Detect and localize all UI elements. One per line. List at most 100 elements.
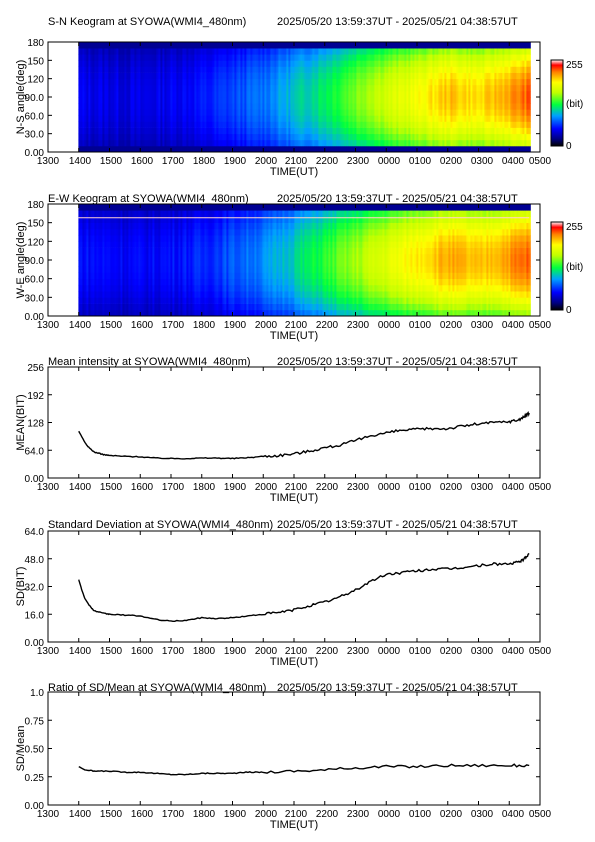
keogram-cell [386, 66, 389, 73]
keogram-cell [380, 145, 383, 153]
keogram-cell [400, 121, 403, 128]
keogram-cell [88, 42, 91, 49]
keogram-cell [448, 103, 451, 110]
keogram-cell [80, 278, 83, 286]
keogram-cell [186, 121, 189, 128]
keogram-column [342, 42, 345, 153]
keogram-cell [108, 291, 111, 298]
keogram-cell [86, 284, 89, 292]
keogram-cell [198, 90, 201, 98]
keogram-cell [404, 145, 407, 153]
keogram-cell [182, 66, 185, 73]
keogram-cell [454, 97, 457, 104]
keogram-cell [422, 72, 425, 80]
keogram-cell [450, 78, 453, 86]
keogram-column [290, 42, 293, 153]
keogram-cell [356, 127, 359, 135]
keogram-cell [104, 115, 107, 122]
keogram-cell [366, 145, 369, 153]
keogram-cell [276, 54, 279, 61]
keogram-cell [382, 66, 385, 73]
keogram-cell [398, 90, 401, 98]
keogram-cell [524, 60, 527, 67]
keogram-cell [314, 72, 317, 80]
keogram-cell [92, 241, 95, 248]
keogram-cell [144, 139, 147, 147]
keogram-cell [352, 121, 355, 128]
keogram-cell [388, 145, 391, 153]
keogram-cell [272, 84, 275, 92]
keogram-cell [110, 291, 113, 298]
keogram-cell [174, 97, 177, 104]
keogram-cell [342, 121, 345, 128]
keogram-cell [270, 48, 273, 55]
keogram-cell [280, 48, 283, 55]
keogram-cell [158, 145, 161, 153]
keogram-cell [294, 103, 297, 110]
keogram-cell [318, 103, 321, 110]
keogram-cell [426, 90, 429, 98]
keogram-cell [112, 247, 115, 255]
keogram-cell [334, 121, 337, 128]
keogram-cell [86, 97, 89, 104]
keogram-cell [398, 139, 401, 147]
keogram-cell [258, 72, 261, 80]
keogram-cell [232, 139, 235, 147]
keogram-cell [430, 48, 433, 55]
keogram-cell [372, 60, 375, 67]
keogram-cell [482, 133, 485, 141]
keogram-cell [292, 97, 295, 104]
keogram-cell [112, 72, 115, 80]
keogram-cell [398, 48, 401, 55]
keogram-cell [450, 115, 453, 122]
keogram-cell [460, 60, 463, 67]
keogram-column [310, 42, 313, 153]
keogram-cell [342, 139, 345, 147]
keogram-cell [114, 145, 117, 153]
keogram-cell [146, 145, 149, 153]
keogram-cell [80, 309, 83, 317]
keogram-cell [448, 54, 451, 61]
keogram-cell [200, 54, 203, 61]
keogram-cell [468, 97, 471, 104]
keogram-cell [302, 90, 305, 98]
keogram-cell [430, 133, 433, 141]
keogram-cell [88, 260, 91, 267]
keogram-cell [104, 228, 107, 236]
keogram-cell [194, 60, 197, 67]
keogram-cell [260, 72, 263, 80]
keogram-cell [178, 48, 181, 55]
keogram-cell [78, 103, 81, 110]
keogram-column [136, 42, 139, 153]
keogram-column [378, 42, 381, 153]
keogram-cell [472, 90, 475, 98]
keogram-cell [246, 127, 249, 135]
keogram-cell [274, 84, 277, 92]
keogram-cell [404, 78, 407, 86]
keogram-cell [344, 115, 347, 122]
keogram-cell [270, 42, 273, 49]
keogram-column [264, 42, 267, 153]
keogram-cell [454, 60, 457, 67]
y-tick-label: 0.00 [25, 148, 45, 159]
keogram-cell [502, 66, 505, 73]
keogram-cell [444, 66, 447, 73]
keogram-cell [484, 48, 487, 55]
keogram-cell [144, 66, 147, 73]
keogram-cell [194, 48, 197, 55]
keogram-cell [340, 133, 343, 141]
keogram-column [426, 42, 429, 153]
keogram-cell [102, 54, 105, 61]
keogram-cell [116, 303, 119, 311]
keogram-cell [502, 78, 505, 86]
keogram-cell [104, 60, 107, 67]
keogram-cell [98, 303, 101, 311]
keogram-cell [254, 84, 257, 92]
keogram-cell [490, 90, 493, 98]
keogram-cell [500, 78, 503, 86]
keogram-cell [104, 260, 107, 267]
keogram-cell [98, 145, 101, 153]
keogram-cell [246, 97, 249, 104]
keogram-cell [86, 222, 89, 230]
keogram-cell [460, 48, 463, 55]
